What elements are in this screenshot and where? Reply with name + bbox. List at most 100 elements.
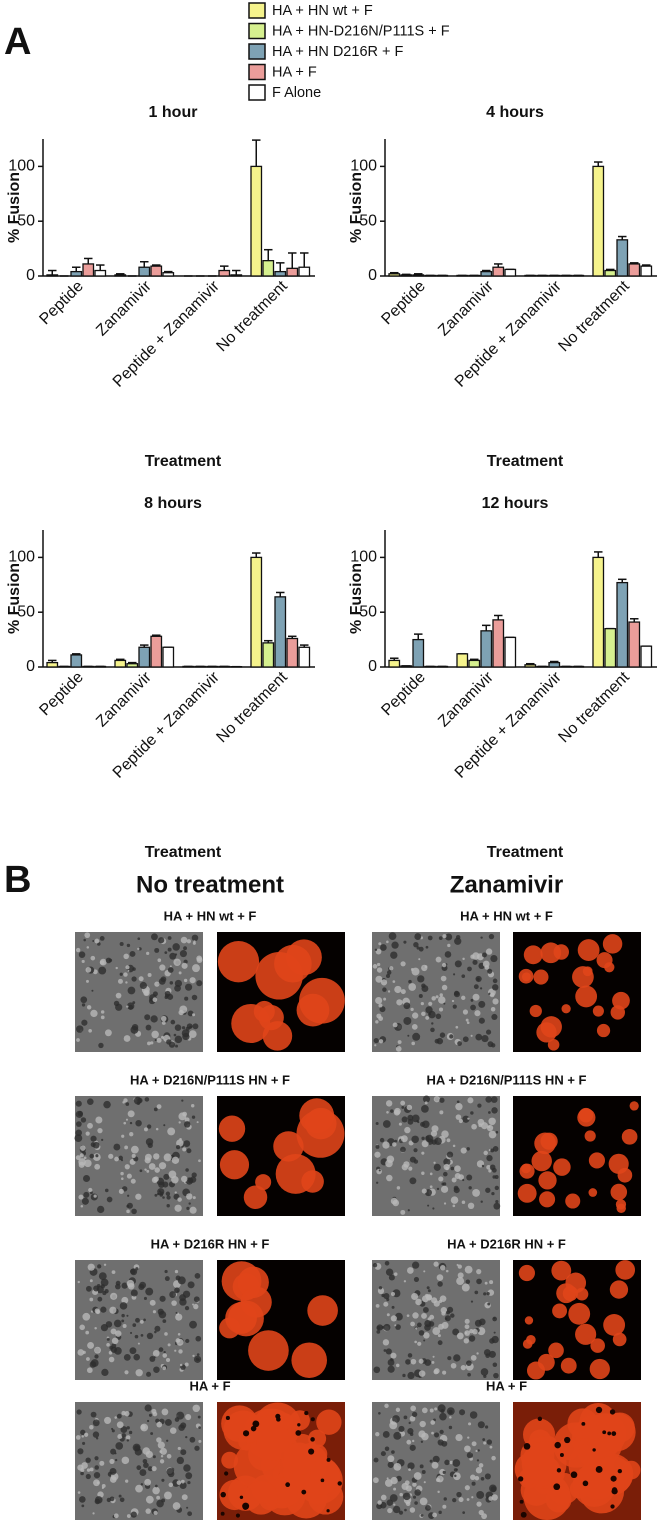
bar xyxy=(298,266,311,277)
cell xyxy=(131,1153,136,1159)
cell xyxy=(432,1455,440,1463)
cell xyxy=(167,947,172,952)
cell xyxy=(181,1029,190,1038)
dark-spot xyxy=(537,1416,543,1422)
cell xyxy=(174,1269,179,1274)
bar xyxy=(218,665,231,668)
cell xyxy=(153,1153,160,1160)
cell xyxy=(121,1134,125,1138)
cell xyxy=(378,1039,384,1044)
cell xyxy=(147,972,152,977)
cell xyxy=(400,1209,406,1215)
cell xyxy=(125,1102,130,1106)
cell xyxy=(184,1362,189,1367)
cell xyxy=(84,1159,92,1168)
cell xyxy=(495,1130,499,1134)
cell xyxy=(383,1349,387,1352)
cell xyxy=(108,1356,115,1363)
cell xyxy=(393,1503,396,1506)
cell xyxy=(443,1497,447,1501)
cell xyxy=(130,1178,136,1184)
cell xyxy=(464,1330,471,1336)
dark-spot xyxy=(220,1511,225,1516)
cell xyxy=(387,1455,395,1463)
column-title: Zanamivir xyxy=(450,871,563,898)
cell xyxy=(181,962,188,969)
cell xyxy=(421,1136,425,1141)
cell xyxy=(156,1437,162,1443)
cell xyxy=(384,1446,390,1451)
cell xyxy=(394,1312,403,1321)
cell xyxy=(466,1498,470,1501)
cell xyxy=(462,1115,470,1123)
cell xyxy=(375,1303,380,1308)
cell xyxy=(403,940,407,944)
cell xyxy=(99,1460,105,1466)
cell xyxy=(178,1121,181,1124)
image-label: HA + D216N/P111S HN + F xyxy=(427,1072,587,1087)
fluorescence-image xyxy=(513,1260,641,1380)
cell xyxy=(113,1319,122,1328)
cell xyxy=(439,1429,444,1435)
cell xyxy=(158,1162,167,1170)
cell xyxy=(161,1408,169,1416)
cell xyxy=(154,947,160,953)
cell xyxy=(164,1491,172,1500)
cell xyxy=(466,1147,470,1151)
cell xyxy=(192,941,196,945)
cell xyxy=(393,1487,397,1491)
cell xyxy=(459,1409,466,1416)
y-tick-label: 50 xyxy=(17,603,35,620)
cell xyxy=(83,1156,87,1160)
cell xyxy=(153,1510,158,1515)
dark-spot xyxy=(582,1480,589,1487)
cell xyxy=(392,1022,398,1028)
cell xyxy=(126,943,131,948)
cell xyxy=(99,935,105,941)
cell xyxy=(431,1461,439,1469)
phase-image xyxy=(372,932,500,1052)
dark-spot xyxy=(592,1448,596,1452)
phase-image xyxy=(372,1095,501,1216)
cell xyxy=(185,1026,190,1031)
bar xyxy=(436,665,449,668)
cell xyxy=(423,1270,426,1273)
cell xyxy=(408,979,412,984)
cell xyxy=(152,997,158,1003)
cell xyxy=(470,954,475,959)
cell xyxy=(80,1117,87,1123)
cell xyxy=(185,1472,193,1480)
syncytium xyxy=(529,1004,542,1018)
cell xyxy=(143,1296,147,1300)
y-tick-label: 0 xyxy=(26,267,35,284)
cell xyxy=(464,1324,470,1330)
cell xyxy=(105,957,112,964)
syncytium xyxy=(610,1183,628,1201)
syncytium xyxy=(539,1191,556,1208)
dark-spot xyxy=(617,1468,623,1474)
cell xyxy=(432,1207,435,1210)
bar xyxy=(572,274,585,277)
column-title: No treatment xyxy=(136,871,284,898)
cell xyxy=(75,1129,82,1137)
cell xyxy=(115,1280,121,1286)
cell xyxy=(116,1421,124,1429)
cell xyxy=(407,1034,410,1037)
cell xyxy=(410,1358,417,1365)
cell xyxy=(452,1459,461,1467)
dark-spot xyxy=(297,1423,301,1427)
cell xyxy=(113,1513,119,1519)
cell xyxy=(455,1114,462,1120)
syncytium xyxy=(602,934,623,954)
cell xyxy=(132,1323,137,1327)
cell xyxy=(161,1498,166,1503)
cell xyxy=(480,1200,483,1203)
cell xyxy=(409,1432,414,1437)
cell xyxy=(382,987,387,992)
cell xyxy=(421,1011,426,1017)
cell xyxy=(439,1032,446,1038)
cell xyxy=(184,1117,190,1123)
syncytium xyxy=(560,1357,577,1374)
bar xyxy=(162,272,175,277)
cell xyxy=(123,953,129,960)
